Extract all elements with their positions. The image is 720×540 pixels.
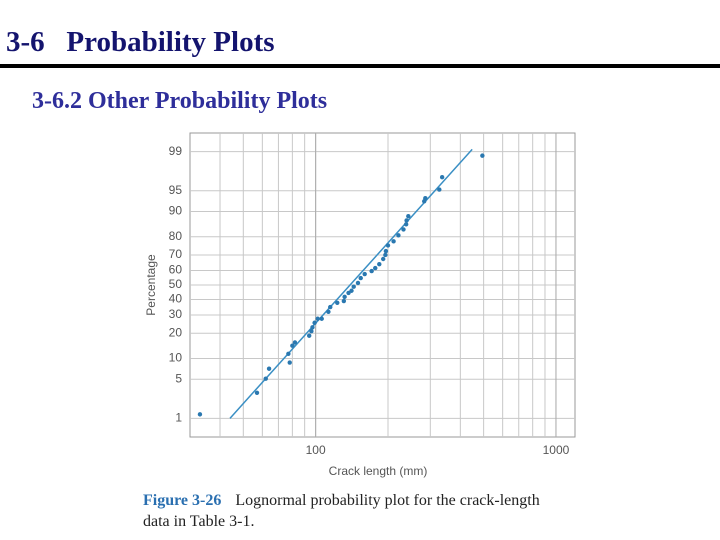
y-tick-label: 50 (169, 277, 183, 291)
slide-title: 3-6 Probability Plots (6, 26, 275, 58)
y-axis-label: Percentage (144, 254, 158, 316)
data-point (263, 376, 268, 381)
y-tick-label: 90 (169, 204, 183, 218)
data-point (403, 222, 409, 227)
data-point (380, 256, 386, 262)
data-point (439, 175, 445, 180)
title-rule (0, 64, 720, 68)
data-point (423, 196, 428, 201)
y-tick-label: 70 (169, 247, 183, 261)
data-point (309, 329, 314, 334)
data-point (373, 265, 378, 271)
y-tick-label: 30 (169, 307, 183, 321)
y-tick-label: 10 (169, 351, 183, 365)
data-point (197, 412, 203, 417)
data-point (377, 261, 382, 267)
data-point (319, 316, 324, 321)
data-point (406, 214, 411, 219)
data-point (401, 227, 406, 232)
data-point (306, 333, 312, 338)
data-point (385, 243, 391, 248)
fit-line (229, 148, 473, 419)
data-point (254, 390, 260, 395)
data-point (310, 325, 315, 330)
data-point (292, 340, 298, 345)
data-point (349, 288, 354, 293)
data-point (383, 248, 389, 254)
data-point (369, 268, 374, 274)
caption: Figure 3-26 Lognormal probability plot fo… (143, 490, 543, 532)
data-point (396, 233, 401, 238)
data-point (437, 187, 442, 192)
data-point (290, 343, 295, 348)
y-tick-label: 20 (169, 325, 183, 339)
data-point (315, 316, 320, 321)
data-point (391, 239, 396, 244)
data-point (335, 300, 340, 306)
data-point (480, 153, 485, 158)
data-point (404, 218, 409, 223)
data-point (355, 280, 361, 286)
data-point (266, 366, 272, 371)
data-point (312, 320, 317, 325)
caption-text: Lognormal probability plot for the crack… (143, 492, 540, 530)
data-point (341, 298, 347, 304)
data-point (342, 294, 347, 300)
data-point (362, 271, 367, 277)
y-tick-label: 60 (169, 263, 183, 277)
caption-label: Figure 3-26 (143, 492, 222, 509)
y-tick-label: 80 (169, 229, 183, 243)
data-point (358, 275, 363, 281)
data-point (383, 252, 388, 258)
y-tick-label: 99 (169, 144, 183, 158)
y-tick-label: 40 (169, 292, 183, 306)
y-tick-label: 1 (175, 411, 182, 425)
y-tick-label: 95 (169, 183, 183, 197)
data-point (351, 284, 356, 289)
data-point (328, 304, 333, 310)
data-point (326, 309, 331, 315)
x-tick-label: 100 (306, 443, 326, 457)
slide-subtitle: 3-6.2 Other Probability Plots (32, 88, 328, 114)
x-tick-label: 1000 (543, 443, 570, 457)
data-point (287, 360, 292, 365)
y-tick-label: 5 (175, 371, 182, 385)
data-point (286, 351, 291, 356)
x-axis-label: Crack length (mm) (329, 464, 428, 478)
